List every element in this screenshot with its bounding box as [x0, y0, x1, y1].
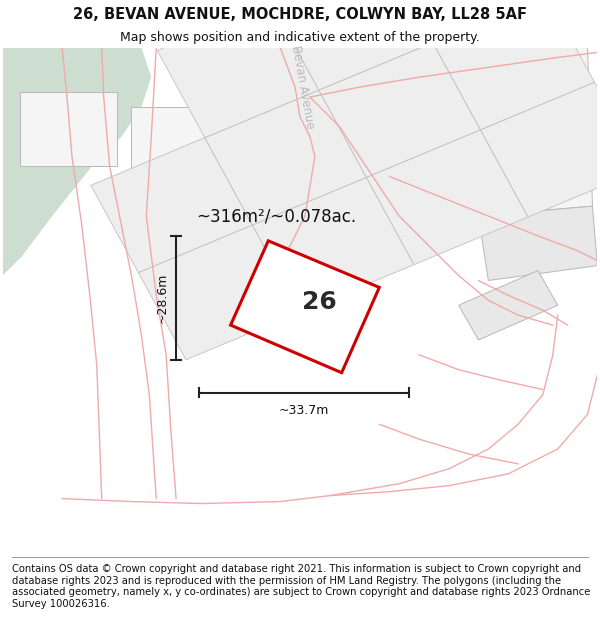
- Polygon shape: [139, 225, 300, 360]
- Polygon shape: [481, 82, 600, 217]
- Text: 26, BEVAN AVENUE, MOCHDRE, COLWYN BAY, LL28 5AF: 26, BEVAN AVENUE, MOCHDRE, COLWYN BAY, L…: [73, 7, 527, 22]
- Text: Map shows position and indicative extent of the property.: Map shows position and indicative extent…: [120, 31, 480, 44]
- Polygon shape: [230, 241, 379, 372]
- Polygon shape: [91, 138, 253, 272]
- Polygon shape: [271, 0, 433, 90]
- Polygon shape: [367, 130, 528, 264]
- Polygon shape: [310, 48, 592, 216]
- Text: ~33.7m: ~33.7m: [279, 404, 329, 417]
- Text: Contains OS data © Crown copyright and database right 2021. This information is : Contains OS data © Crown copyright and d…: [12, 564, 590, 609]
- Polygon shape: [478, 206, 598, 281]
- Polygon shape: [131, 107, 230, 186]
- Polygon shape: [157, 3, 319, 138]
- Polygon shape: [340, 92, 488, 171]
- Polygon shape: [2, 48, 151, 553]
- Polygon shape: [319, 42, 481, 177]
- Polygon shape: [458, 271, 558, 340]
- Polygon shape: [205, 90, 367, 225]
- Polygon shape: [253, 177, 414, 312]
- Text: Bevan Avenue: Bevan Avenue: [289, 44, 317, 130]
- Text: 26: 26: [302, 289, 337, 314]
- Polygon shape: [20, 92, 116, 166]
- Text: ~316m²/~0.078ac.: ~316m²/~0.078ac.: [196, 207, 356, 225]
- Polygon shape: [433, 0, 595, 130]
- Text: ~28.6m: ~28.6m: [155, 272, 168, 323]
